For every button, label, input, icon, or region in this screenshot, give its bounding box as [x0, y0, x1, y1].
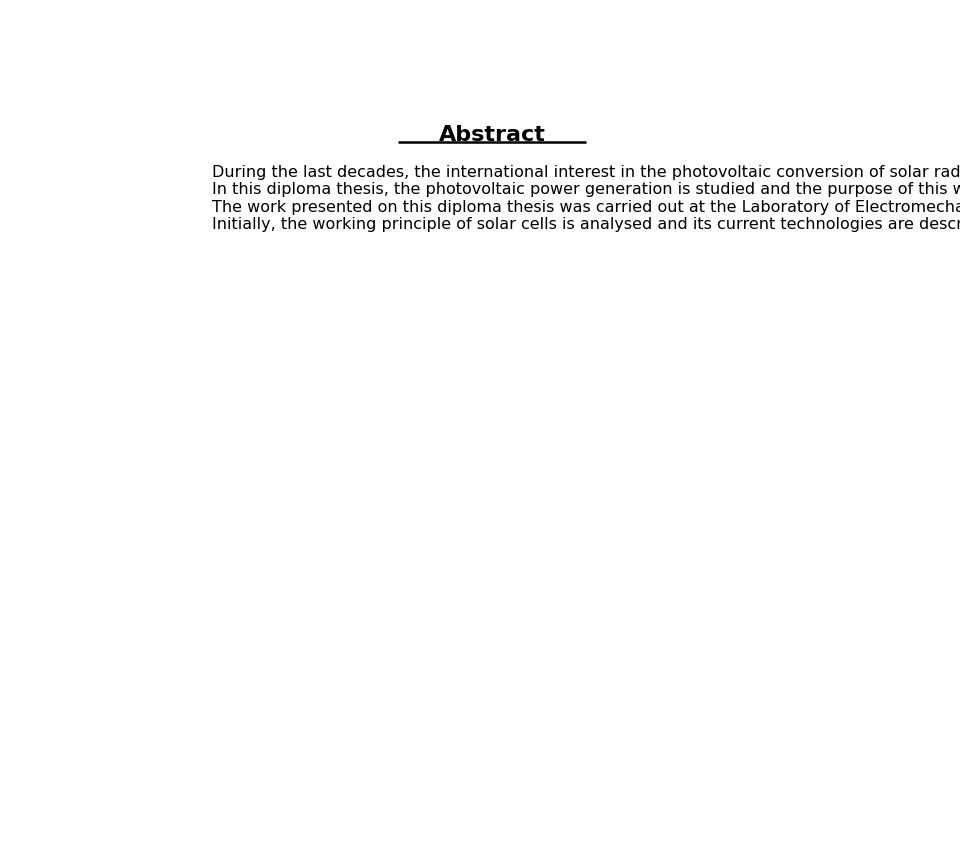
Text: The work presented on this diploma thesis was carried out at the Laboratory of E: The work presented on this diploma thesi… — [211, 200, 960, 214]
Text: During the last decades, the international interest in the photovoltaic conversi: During the last decades, the internation… — [211, 164, 960, 179]
Text: Abstract: Abstract — [439, 125, 545, 145]
Text: Initially, the working principle of solar cells is analysed and its current tech: Initially, the working principle of sola… — [211, 217, 960, 232]
Text: In this diploma thesis, the photovoltaic power generation is studied and the pur: In this diploma thesis, the photovoltaic… — [211, 182, 960, 197]
